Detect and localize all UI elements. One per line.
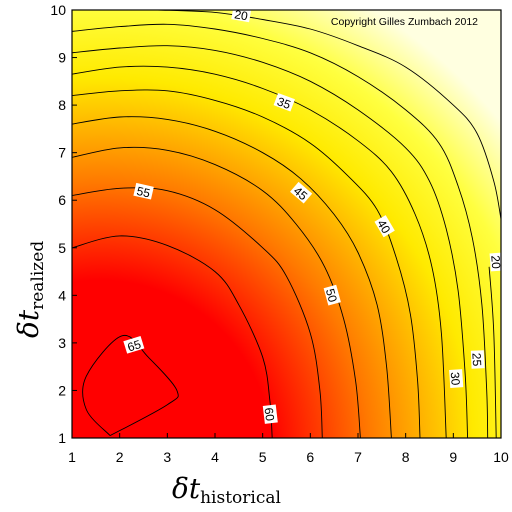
contour-label-bg	[489, 252, 504, 272]
contour-label-35: 35	[273, 92, 295, 112]
y-tick-label: 10	[50, 2, 66, 18]
contour-label-text: 30	[448, 372, 463, 387]
y-tick-label: 6	[58, 192, 66, 208]
x-axis-symbol: δt	[172, 472, 201, 505]
contour-line-25	[72, 23, 489, 438]
contour-label-20: 20	[488, 252, 504, 272]
contour-label-65: 65	[123, 335, 145, 354]
contour-label-bg	[273, 92, 295, 112]
contour-label-55: 55	[133, 182, 154, 201]
contour-label-bg	[262, 404, 278, 424]
contour-line-60	[72, 235, 273, 438]
contour-line-35	[72, 65, 447, 438]
x-tick-label: 10	[493, 449, 509, 465]
contour-lines	[72, 10, 501, 438]
contour-label-bg	[449, 369, 464, 388]
x-tick-label: 6	[306, 449, 314, 465]
contour-line-30	[72, 45, 469, 438]
contour-label-text: 25	[469, 353, 484, 367]
y-tick-labels: 1 2 3 4 5 6 7 8 9 10	[50, 2, 66, 446]
contour-label-text: 20	[488, 255, 503, 270]
x-tick-label: 1	[68, 449, 76, 465]
x-tick-label: 2	[116, 449, 124, 465]
x-tick-label: 3	[163, 449, 171, 465]
x-tick-label: 5	[259, 449, 267, 465]
y-tick-label: 9	[58, 50, 66, 66]
contour-label-60: 60	[262, 404, 278, 424]
contour-line-40	[72, 89, 421, 438]
x-tick-label: 4	[211, 449, 219, 465]
contour-labels: 65 60 55 50 45 40 35 30 25 20 20	[123, 6, 504, 424]
contour-label-bg	[323, 284, 341, 306]
x-tick-labels: 1 2 3 4 5 6 7 8 9 10	[68, 449, 509, 465]
contour-label-40: 40	[374, 215, 395, 238]
x-tick-label: 9	[449, 449, 457, 465]
y-axis-label: δtrealized	[12, 241, 48, 338]
contour-line-50	[72, 146, 361, 438]
x-tick-label: 7	[354, 449, 362, 465]
copyright-annotation: Copyright Gilles Zumbach 2012	[331, 16, 478, 28]
x-axis-subscript: historical	[200, 488, 281, 508]
contour-label-text: 20	[233, 7, 249, 23]
contour-line-55	[72, 187, 323, 438]
contour-label-45: 45	[290, 181, 313, 204]
contour-label-text: 35	[275, 94, 293, 112]
contour-label-bg	[123, 335, 145, 354]
y-tick-label: 1	[58, 430, 66, 446]
plot-area	[72, 10, 501, 438]
x-axis-label: δthistorical	[172, 472, 281, 508]
contour-label-text: 55	[135, 184, 151, 201]
y-tick-label: 7	[58, 145, 66, 161]
contour-label-text: 50	[323, 287, 340, 304]
contour-label-bg	[290, 181, 313, 204]
y-tick-label: 2	[58, 382, 66, 398]
contour-label-bg	[133, 182, 154, 200]
plot-frame	[71, 9, 502, 439]
y-tick-label: 3	[58, 335, 66, 351]
y-axis-symbol: δt	[12, 309, 45, 338]
contour-label-text: 60	[262, 407, 277, 422]
contour-label-20: 20	[231, 6, 252, 23]
y-axis-subscript: realized	[28, 241, 48, 310]
contour-label-text: 40	[374, 217, 393, 236]
y-tick-label: 4	[58, 287, 66, 303]
contour-label-25: 25	[469, 350, 485, 369]
contour-label-bg	[470, 350, 485, 369]
axis-ticks	[71, 9, 502, 439]
contour-line-45	[72, 116, 392, 438]
x-tick-label: 8	[402, 449, 410, 465]
contour-label-bg	[374, 215, 395, 238]
contour-label-50: 50	[323, 284, 341, 306]
contour-label-30: 30	[448, 369, 464, 388]
contour-line-20	[488, 266, 497, 438]
contour-label-text: 65	[126, 337, 143, 354]
y-tick-label: 5	[58, 240, 66, 256]
y-tick-label: 8	[58, 97, 66, 113]
